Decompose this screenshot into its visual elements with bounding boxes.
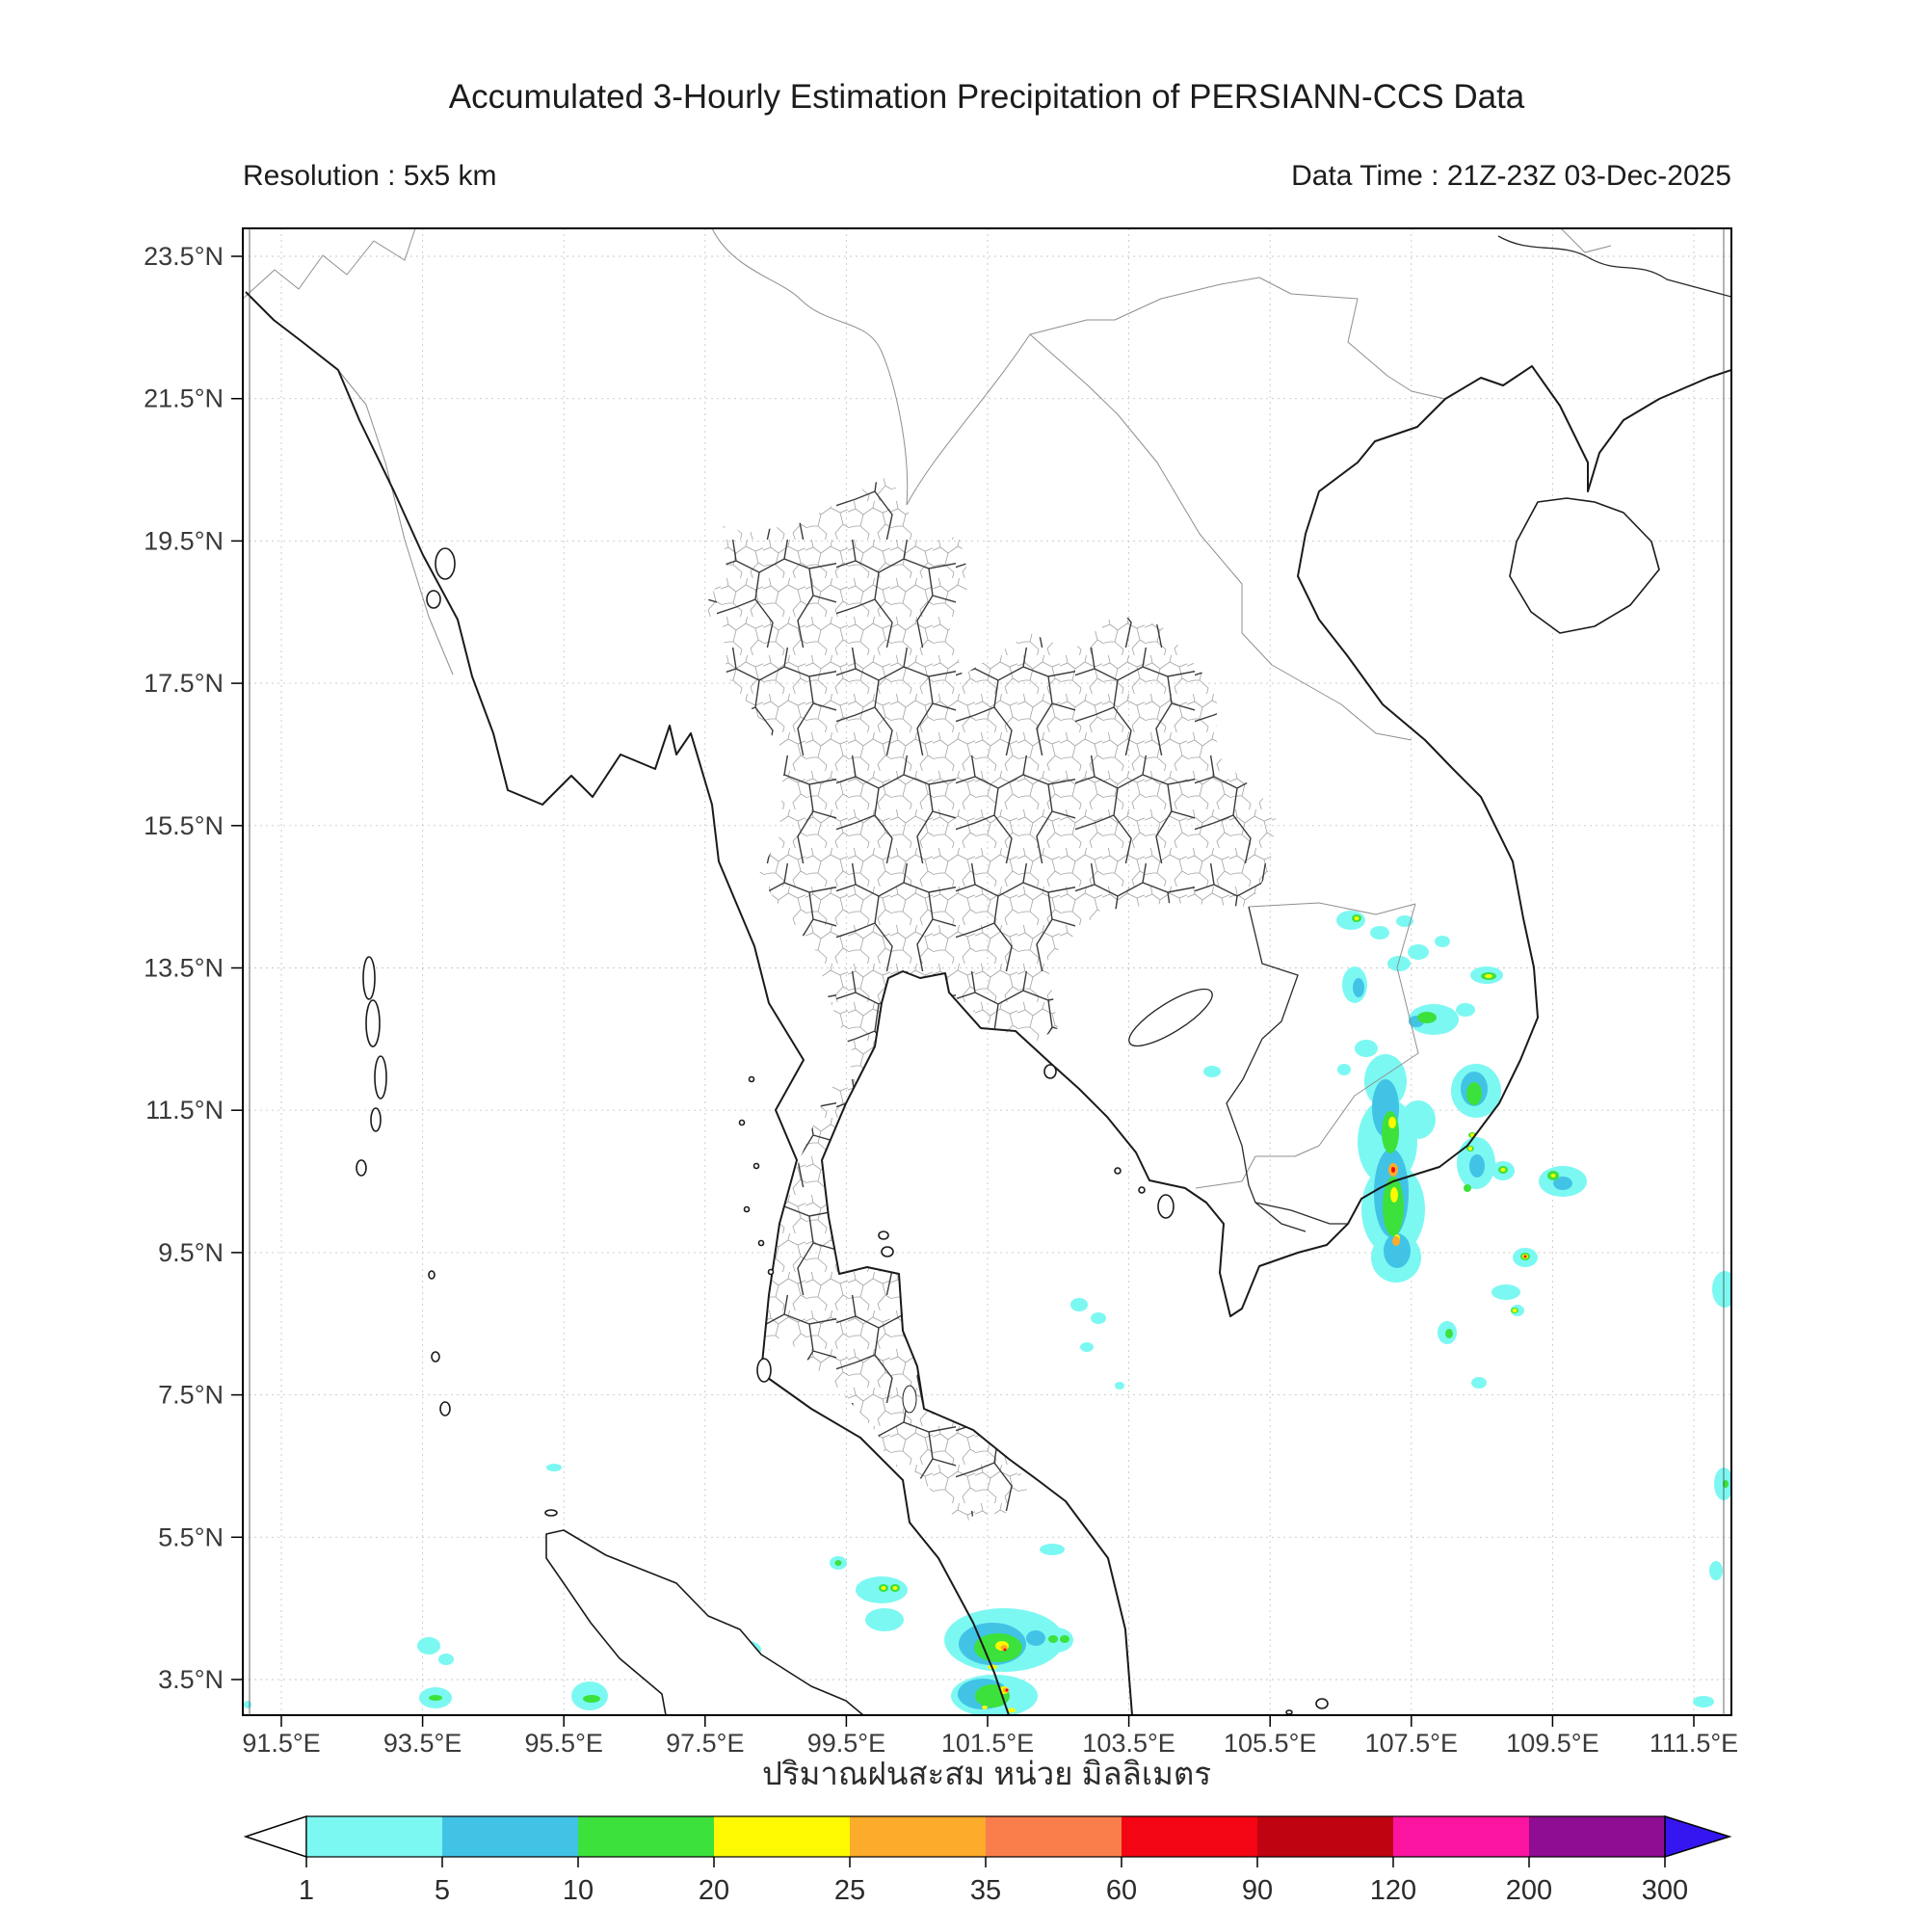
colorbar-tick-label: 25 <box>834 1875 865 1906</box>
colorbar-segment <box>1257 1816 1393 1857</box>
y-tick-label: 5.5°N <box>158 1522 224 1551</box>
xi-river <box>1497 235 1731 298</box>
colorbar-overflow-arrow <box>1664 1814 1732 1859</box>
y-tick-label: 9.5°N <box>158 1238 224 1267</box>
colorbar-tick-label: 200 <box>1506 1875 1552 1906</box>
y-tick-label: 15.5°N <box>144 811 224 840</box>
y-tick-label: 13.5°N <box>144 954 224 983</box>
mainland-coastline <box>245 291 1731 1715</box>
colorbar-tick-label: 90 <box>1242 1875 1273 1906</box>
colorbar-underflow-arrow <box>243 1814 307 1859</box>
colorbar-tick-label: 35 <box>970 1875 1001 1906</box>
hainan-island <box>1509 497 1660 634</box>
axis-labels: 91.5°E 93.5°E 95.5°E 97.5°E 99.5°E 101.5°E 103… <box>144 242 1738 1758</box>
y-tick-label: 7.5°N <box>158 1381 224 1410</box>
colorbar-segment <box>986 1816 1122 1857</box>
colorbar-tick-label: 300 <box>1642 1875 1688 1906</box>
colorbar <box>243 1814 1732 1859</box>
y-tick-label: 17.5°N <box>144 669 224 698</box>
precip-layer-1-5mm <box>244 911 1731 1715</box>
colorbar-tick-label: 5 <box>435 1875 450 1906</box>
colorbar-segment <box>850 1816 986 1857</box>
colorbar-segment <box>1393 1816 1529 1857</box>
colorbar-tick-label: 20 <box>699 1875 729 1906</box>
colorbar-tick-label: 1 <box>299 1875 314 1906</box>
songkhla-lake <box>902 1385 917 1414</box>
x-tick-label: 91.5°E <box>242 1729 320 1758</box>
colorbar-tick-label: 60 <box>1106 1875 1137 1906</box>
colorbar-segment <box>442 1816 578 1857</box>
y-tick-label: 21.5°N <box>144 384 224 413</box>
precip-layer-60mm-plus <box>1003 1167 1527 1692</box>
colorbar-xlabel: ปริมาณฝนสะสม หน่วย มิลลิเมตร <box>762 1756 1211 1791</box>
mekong-river <box>1226 906 1348 1232</box>
x-tick-label: 99.5°E <box>807 1729 885 1758</box>
precip-layer-20-25mm <box>881 916 1556 1713</box>
x-tick-label: 95.5°E <box>525 1729 603 1758</box>
resolution-label: Resolution : 5x5 km <box>243 160 496 192</box>
axis-ticks <box>231 255 1695 1727</box>
y-tick-label: 11.5°N <box>145 1096 224 1125</box>
figure-title: Accumulated 3-Hourly Estimation Precipit… <box>449 78 1525 116</box>
y-tick-label: 19.5°N <box>144 526 224 555</box>
y-tick-label: 3.5°N <box>158 1665 224 1694</box>
y-tick-label: 23.5°N <box>144 242 224 271</box>
colorbar-segment <box>1122 1816 1257 1857</box>
tonle-sap-lake <box>1128 988 1213 1047</box>
x-tick-label: 103.5°E <box>1082 1729 1175 1758</box>
colorbar-segment <box>1529 1816 1665 1857</box>
data-time-label: Data Time : 21Z-23Z 03-Dec-2025 <box>1291 160 1731 192</box>
x-tick-label: 97.5°E <box>666 1729 744 1758</box>
sumatra-island <box>545 1529 864 1715</box>
x-tick-label: 109.5°E <box>1506 1729 1598 1758</box>
colorbar-tick-label: 120 <box>1370 1875 1416 1906</box>
x-tick-label: 101.5°E <box>941 1729 1034 1758</box>
colorbar-tick-label: 10 <box>563 1875 594 1906</box>
colorbar-segment <box>714 1816 850 1857</box>
map-content <box>243 228 1731 1715</box>
x-tick-label: 111.5°E <box>1650 1729 1738 1758</box>
x-tick-label: 105.5°E <box>1224 1729 1316 1758</box>
colorbar-segments <box>306 1816 1665 1857</box>
colorbar-segment <box>578 1816 714 1857</box>
x-tick-label: 107.5°E <box>1365 1729 1458 1758</box>
colorbar-tick-labels: 1 5 10 20 25 35 60 90 120 200 300 <box>299 1857 1688 1906</box>
precip-layer-5-10mm <box>615 978 1572 1709</box>
islands <box>356 497 1660 1715</box>
x-tick-label: 93.5°E <box>383 1729 462 1758</box>
precip-layer-25-60mm <box>1000 1163 1400 1693</box>
colorbar-segment <box>306 1816 442 1857</box>
